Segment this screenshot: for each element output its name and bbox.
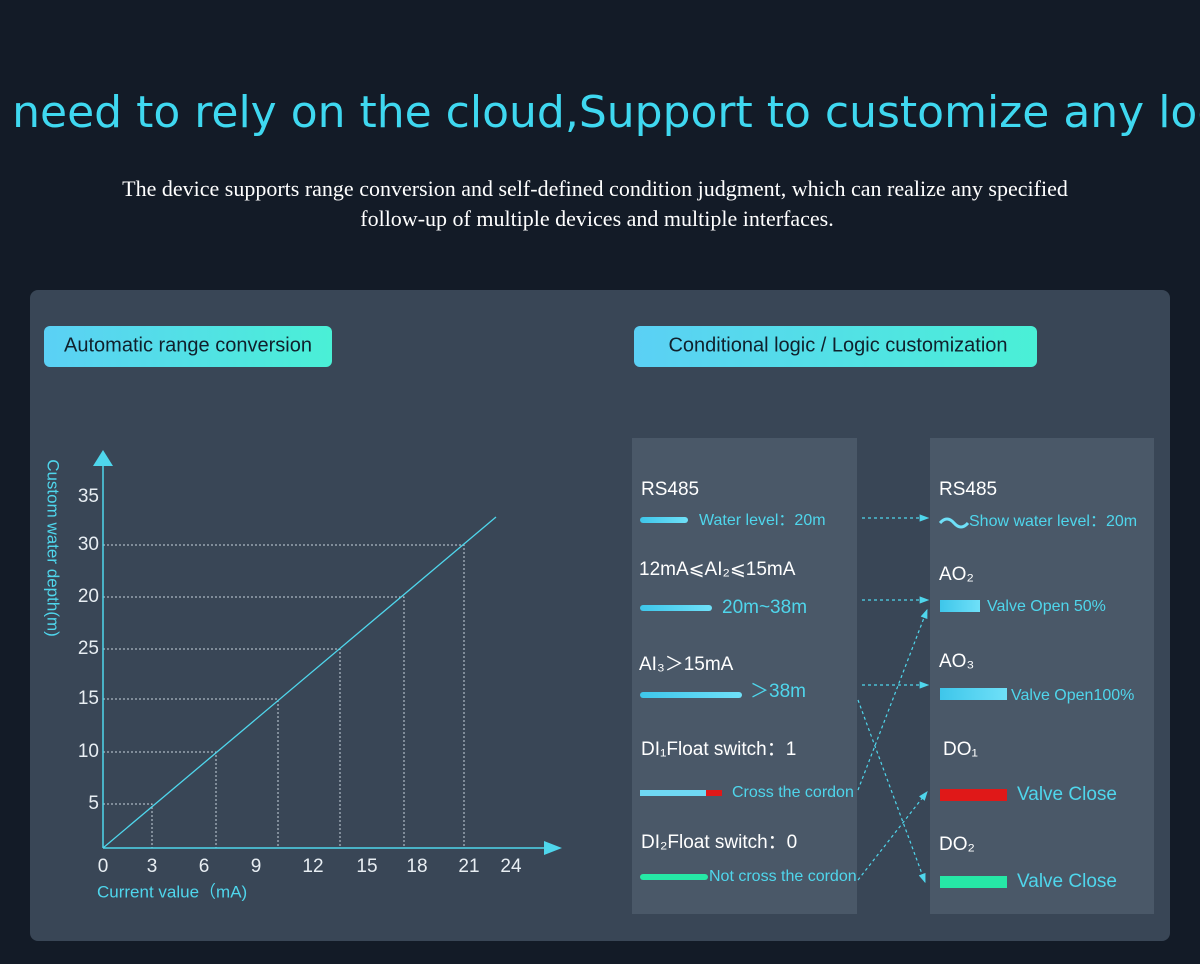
output-name: RS485 (939, 479, 997, 500)
subtitle: follow-up of multiple devices and multip… (360, 206, 833, 231)
output-text: Show water level：20m (969, 513, 1137, 530)
arrow (544, 841, 562, 855)
output-text: Valve Close (1017, 871, 1117, 892)
outputs: RS485 Show water level：20m AO₂ Valve Ope… (938, 479, 1137, 892)
input-text: Not cross the cordon (709, 868, 857, 885)
panel (30, 290, 1170, 941)
input-text: Cross the cordon (732, 784, 854, 801)
y-label: 25 (78, 638, 99, 659)
x-label: 21 (458, 856, 479, 877)
output-name: DO₁ (943, 739, 978, 760)
y-axis-title: Custom water depth(m) (44, 459, 63, 637)
input-text: Water level：20m (699, 512, 826, 529)
link (857, 791, 928, 881)
arrow (93, 450, 113, 466)
bar (706, 790, 722, 796)
output-name: AO₂ (939, 564, 974, 585)
x-label: 9 (251, 856, 262, 877)
link (857, 699, 926, 884)
tag-text: Automatic range conversion (64, 334, 312, 356)
y-label: 10 (78, 741, 99, 762)
input-name: AI₃＞15mA (639, 654, 734, 675)
link (857, 608, 928, 791)
bar (640, 605, 712, 611)
output-box (930, 438, 1154, 914)
bar (940, 688, 1007, 700)
y-label: 35 (78, 486, 99, 507)
x-label: 0 (98, 856, 109, 877)
output-text: Valve Close (1017, 784, 1117, 805)
input-text: 20m~38m (722, 597, 807, 618)
bar (640, 874, 708, 880)
wave-icon (938, 517, 970, 529)
input-text: ＞38m (750, 681, 806, 702)
y-label: 20 (78, 586, 99, 607)
input-name: RS485 (641, 479, 699, 500)
inputs: RS485 Water level：20m 12mA⩽AI₂⩽15mA 20m~… (639, 479, 857, 885)
x-axis-title: Current value（mA) (97, 882, 247, 901)
bar (640, 517, 688, 523)
y-label: 30 (78, 534, 99, 555)
y-label: 5 (88, 793, 99, 814)
x-label: 12 (302, 856, 323, 877)
subtitle: The device supports range conversion and… (122, 176, 1068, 201)
bar (940, 600, 980, 612)
graph: 35 30 20 25 15 10 5 0 3 6 9 12 15 18 21 24 Custom water… (44, 450, 562, 901)
input-name: 12mA⩽AI₂⩽15mA (639, 559, 796, 580)
line (102, 516, 497, 849)
x-label: 18 (406, 856, 427, 877)
title: No need to rely on the cloud,Support to … (0, 87, 1200, 138)
bar (940, 789, 1007, 801)
tag-text: Conditional logic / Logic customization (668, 334, 1007, 356)
tag (44, 326, 332, 367)
bar (640, 692, 742, 698)
tag (634, 326, 1037, 367)
output-text: Valve Open100% (1011, 687, 1134, 704)
x-label: 15 (356, 856, 377, 877)
input-name: DI₁Float switch：1 (641, 739, 796, 760)
links (857, 514, 930, 884)
output-text: Valve Open 50% (987, 598, 1106, 615)
bar (640, 790, 708, 796)
x-label: 24 (500, 856, 522, 877)
bar (940, 876, 1007, 888)
x-label: 3 (147, 856, 158, 877)
y-label: 15 (78, 688, 99, 709)
x-label: 6 (199, 856, 210, 877)
input-name: DI₂Float switch：0 (641, 832, 797, 853)
output-name: DO₂ (939, 834, 975, 855)
output-name: AO₃ (939, 651, 974, 672)
